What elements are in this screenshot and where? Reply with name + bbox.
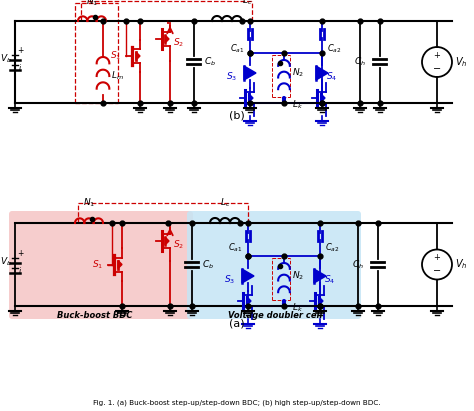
Text: $S_2$: $S_2$ [173,37,184,49]
Text: $S_1$: $S_1$ [110,50,122,62]
Text: $L_c$: $L_c$ [220,196,230,209]
Polygon shape [165,35,169,43]
Text: $L_k$: $L_k$ [292,99,303,111]
Text: $N_1$: $N_1$ [86,0,98,8]
Text: +: + [17,46,23,55]
Text: $N_2$: $N_2$ [292,269,304,282]
Text: $C_{a2}$: $C_{a2}$ [327,43,342,55]
Text: $L_k$: $L_k$ [292,302,303,314]
Polygon shape [321,94,325,102]
Text: (a): (a) [229,318,245,328]
Text: $N_1$: $N_1$ [83,196,95,209]
Polygon shape [165,237,169,245]
Polygon shape [247,297,251,305]
Text: $S_4$: $S_4$ [324,274,336,286]
Text: $V_h$: $V_h$ [455,55,467,69]
Text: i: i [19,64,21,73]
Text: $L_c$: $L_c$ [242,0,252,7]
Polygon shape [249,94,253,102]
Text: $C_h$: $C_h$ [354,56,366,68]
Text: −: − [433,266,441,276]
FancyBboxPatch shape [187,211,361,319]
Text: $C_h$: $C_h$ [352,258,364,271]
Text: $V_b$: $V_b$ [0,53,12,65]
Text: $S_3$: $S_3$ [224,274,236,286]
Text: $S_4$: $S_4$ [326,71,337,83]
Text: $S_1$: $S_1$ [92,258,104,271]
Text: $V_b$: $V_b$ [0,255,12,268]
Text: $C_{a2}$: $C_{a2}$ [325,242,339,254]
Polygon shape [244,66,256,80]
FancyBboxPatch shape [9,211,193,319]
Text: $S_2$: $S_2$ [173,239,184,251]
Text: $C_{a1}$: $C_{a1}$ [228,242,243,254]
Text: $V_h$: $V_h$ [455,258,467,271]
Text: (b): (b) [229,110,245,120]
Text: $C_b$: $C_b$ [204,56,216,68]
Polygon shape [314,269,326,283]
Text: +: + [434,253,440,262]
Text: $N_2$: $N_2$ [292,66,304,79]
Text: i: i [19,266,21,275]
Polygon shape [242,269,254,283]
Text: +: + [17,249,23,258]
Polygon shape [118,261,122,268]
Polygon shape [316,66,328,80]
Text: Voltage doubler cell: Voltage doubler cell [228,311,322,320]
Text: $C_b$: $C_b$ [202,258,214,271]
Text: $L_m$: $L_m$ [111,70,124,82]
Text: Buck-boost BDC: Buck-boost BDC [57,311,133,320]
Text: −: − [433,64,441,74]
Text: $C_{a1}$: $C_{a1}$ [230,43,245,55]
Text: $S_3$: $S_3$ [227,71,237,83]
Polygon shape [136,52,140,60]
Polygon shape [319,297,323,305]
Text: Fig. 1. (a) Buck-boost step-up/step-down BDC; (b) high step-up/step-down BDC.: Fig. 1. (a) Buck-boost step-up/step-down… [93,399,381,406]
Text: +: + [434,51,440,60]
